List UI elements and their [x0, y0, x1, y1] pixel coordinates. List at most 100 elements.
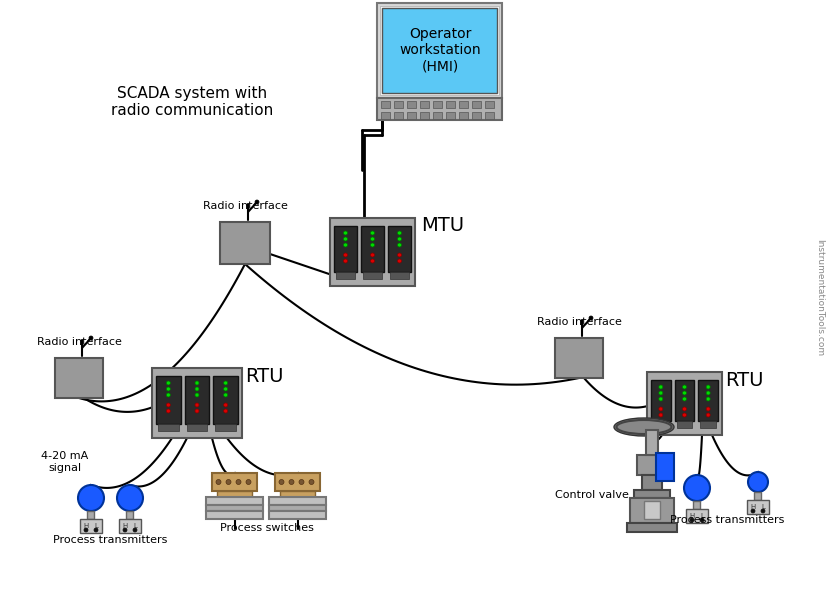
- Bar: [155, 376, 180, 424]
- Bar: [381, 101, 390, 108]
- Text: InstrumentationTools.com: InstrumentationTools.com: [815, 239, 824, 356]
- Bar: [127, 511, 133, 519]
- Circle shape: [195, 403, 198, 407]
- Bar: [333, 226, 356, 272]
- Bar: [80, 519, 102, 533]
- Circle shape: [343, 259, 347, 263]
- Bar: [626, 523, 676, 532]
- Bar: [643, 501, 659, 519]
- Circle shape: [195, 409, 198, 413]
- Text: Control valve: Control valve: [554, 490, 629, 500]
- Circle shape: [195, 393, 198, 397]
- Bar: [446, 112, 455, 119]
- Circle shape: [166, 387, 170, 391]
- Circle shape: [370, 243, 374, 247]
- Circle shape: [123, 528, 127, 532]
- Circle shape: [223, 393, 227, 397]
- Bar: [269, 497, 326, 505]
- Bar: [693, 501, 700, 509]
- Text: Process transmitters: Process transmitters: [670, 515, 784, 525]
- Bar: [213, 473, 257, 491]
- Circle shape: [308, 480, 313, 484]
- Bar: [459, 112, 468, 119]
- Bar: [676, 421, 691, 428]
- Circle shape: [681, 407, 686, 411]
- Bar: [382, 8, 497, 93]
- Circle shape: [397, 237, 401, 241]
- Text: Radio interface: Radio interface: [36, 337, 122, 347]
- Bar: [269, 511, 326, 519]
- Circle shape: [133, 528, 136, 532]
- Circle shape: [705, 413, 710, 417]
- Bar: [220, 222, 270, 264]
- Bar: [446, 101, 455, 108]
- Circle shape: [343, 253, 347, 257]
- Bar: [152, 368, 241, 438]
- Text: L: L: [699, 513, 703, 519]
- Bar: [700, 421, 715, 428]
- Circle shape: [658, 407, 662, 411]
- Circle shape: [223, 381, 227, 385]
- Circle shape: [195, 381, 198, 385]
- Circle shape: [658, 385, 662, 389]
- Bar: [158, 424, 179, 431]
- Text: L: L: [133, 523, 136, 529]
- Circle shape: [88, 336, 93, 340]
- Text: H: H: [689, 513, 694, 519]
- Bar: [636, 455, 667, 475]
- Circle shape: [705, 407, 710, 411]
- Circle shape: [760, 509, 764, 513]
- Bar: [336, 272, 355, 279]
- Bar: [407, 112, 416, 119]
- Circle shape: [223, 403, 227, 407]
- Bar: [394, 112, 403, 119]
- Ellipse shape: [614, 418, 673, 436]
- Circle shape: [705, 397, 710, 401]
- Bar: [472, 112, 481, 119]
- Circle shape: [370, 237, 374, 241]
- Circle shape: [255, 200, 259, 204]
- Bar: [269, 505, 326, 511]
- Circle shape: [681, 391, 686, 395]
- Bar: [206, 505, 263, 511]
- Bar: [485, 101, 494, 108]
- Bar: [55, 358, 103, 398]
- Bar: [206, 497, 263, 505]
- Text: Process transmitters: Process transmitters: [53, 535, 168, 545]
- Bar: [215, 424, 236, 431]
- Bar: [394, 101, 403, 108]
- Circle shape: [246, 480, 251, 484]
- Circle shape: [223, 387, 227, 391]
- Circle shape: [705, 385, 710, 389]
- Bar: [381, 112, 390, 119]
- Text: Process switches: Process switches: [219, 523, 313, 533]
- Bar: [377, 98, 502, 120]
- Bar: [88, 511, 94, 519]
- Bar: [362, 272, 381, 279]
- Circle shape: [683, 475, 709, 501]
- Circle shape: [166, 393, 170, 397]
- Circle shape: [370, 259, 374, 263]
- Bar: [433, 112, 442, 119]
- Circle shape: [299, 480, 304, 484]
- Circle shape: [94, 528, 98, 532]
- Circle shape: [195, 387, 198, 391]
- Bar: [686, 509, 707, 523]
- Text: RTU: RTU: [245, 367, 283, 386]
- Circle shape: [343, 237, 347, 241]
- Circle shape: [84, 528, 88, 532]
- Text: L: L: [94, 523, 98, 529]
- Bar: [186, 424, 207, 431]
- Circle shape: [223, 409, 227, 413]
- Text: Radio interface: Radio interface: [536, 317, 621, 327]
- Bar: [655, 453, 673, 481]
- Bar: [433, 101, 442, 108]
- Circle shape: [289, 480, 294, 484]
- Text: H: H: [122, 523, 127, 529]
- Circle shape: [166, 409, 170, 413]
- Circle shape: [236, 480, 241, 484]
- Text: L: L: [760, 504, 764, 510]
- Circle shape: [658, 413, 662, 417]
- Circle shape: [588, 316, 592, 320]
- Bar: [390, 272, 409, 279]
